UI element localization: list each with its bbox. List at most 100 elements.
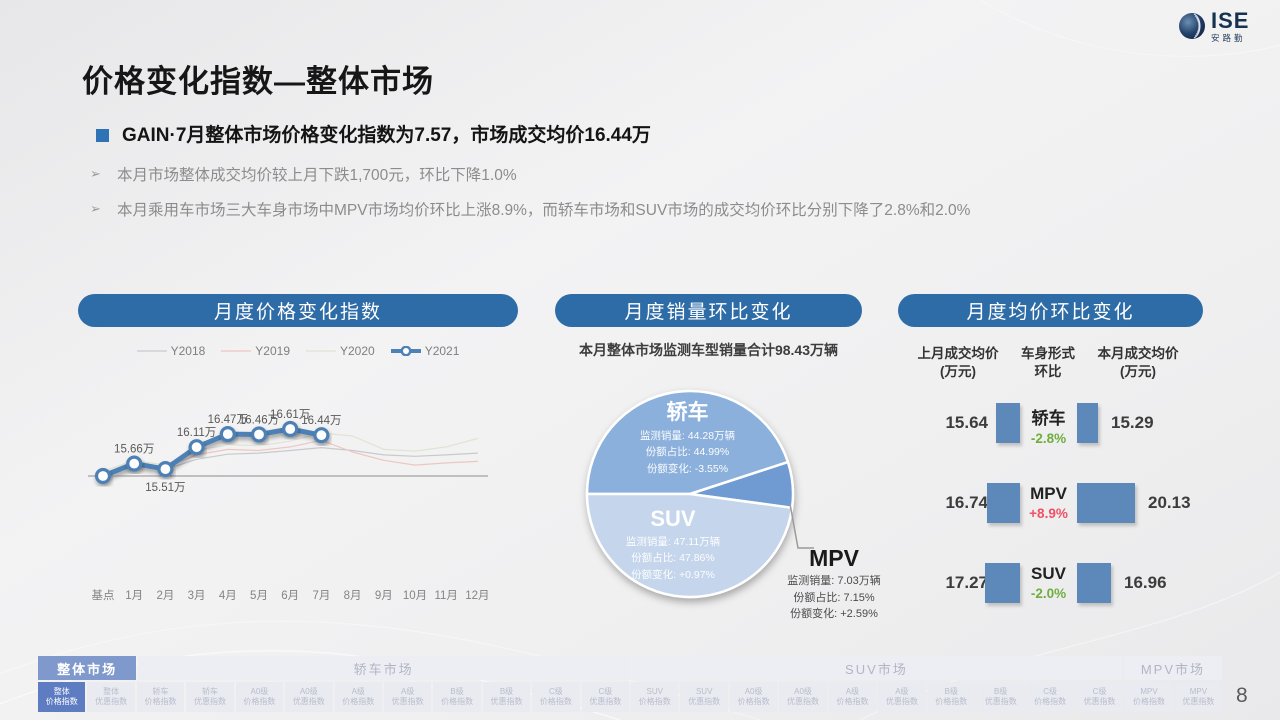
column-header-cur-price: 本月成交均价 (万元) bbox=[1097, 346, 1179, 380]
arrow-bullet-icon: ➢ bbox=[90, 201, 101, 216]
logo-brand: ISE bbox=[1211, 8, 1250, 33]
subtab-line2: 优惠指数 bbox=[1083, 697, 1116, 706]
subtab-line1: A级 bbox=[895, 687, 909, 696]
subtab-line2: 优惠指数 bbox=[292, 697, 325, 706]
mpv-leader-line bbox=[789, 503, 814, 549]
x-tick-label: 6月 bbox=[281, 590, 299, 602]
change-percent: -2.8% bbox=[1030, 431, 1067, 446]
x-tick-label: 3月 bbox=[188, 590, 206, 602]
subtab-line1: B级 bbox=[450, 687, 464, 696]
subtab-line1: A级 bbox=[400, 687, 415, 696]
subtab-A级-价格指数[interactable]: A级 价格指数 bbox=[828, 682, 877, 712]
subtab-line2: 价格指数 bbox=[441, 697, 474, 706]
cur-price-bar bbox=[1077, 403, 1098, 443]
market-tab-SUV市场[interactable]: SUV市场 bbox=[631, 656, 1122, 680]
globe-icon bbox=[1176, 10, 1208, 42]
subtab-整体-优惠指数[interactable]: 整体 优惠指数 bbox=[87, 682, 135, 712]
subtab-line1: B级 bbox=[499, 687, 514, 696]
prev-price-bar bbox=[996, 403, 1020, 443]
subtab-line1: A0级 bbox=[250, 687, 269, 696]
subtab-line2: 优惠指数 bbox=[1182, 697, 1215, 706]
subtab-line2: 价格指数 bbox=[836, 697, 869, 706]
prev-price-bar bbox=[987, 483, 1020, 523]
subtab-C级-优惠指数[interactable]: C级 优惠指数 bbox=[1075, 682, 1124, 712]
subtab-line2: 优惠指数 bbox=[787, 697, 820, 706]
market-tabs: 整体市场 轿车市场 SUV市场 MPV市场 bbox=[38, 656, 1222, 680]
subtab-A0级-价格指数[interactable]: A0级 价格指数 bbox=[729, 682, 778, 712]
body-type-name: SUV bbox=[1031, 564, 1066, 583]
body-type-name: MPV bbox=[1030, 484, 1067, 503]
subtab-line2: 优惠指数 bbox=[688, 697, 721, 706]
subtab-轿车-价格指数[interactable]: 轿车 价格指数 bbox=[136, 682, 185, 712]
subtab-A0级-优惠指数[interactable]: A0级 优惠指数 bbox=[779, 682, 827, 712]
subtab-line1: 轿车 bbox=[201, 687, 218, 696]
subtab-C级-价格指数[interactable]: C级 价格指数 bbox=[532, 682, 580, 712]
subtab-line2: 价格指数 bbox=[1132, 697, 1165, 706]
subtab-B级-价格指数[interactable]: B级 价格指数 bbox=[433, 682, 481, 712]
x-tick-label: 7月 bbox=[312, 590, 330, 602]
subtab-line2: 价格指数 bbox=[638, 697, 671, 706]
sub-bullet-1: 本月市场整体成交均价较上月下跌1,700元，环比下降1.0% bbox=[117, 167, 517, 184]
subtab-A级-优惠指数[interactable]: A级 优惠指数 bbox=[383, 682, 432, 712]
subtab-line1: C级 bbox=[1043, 687, 1058, 696]
subtab-C级-优惠指数[interactable]: C级 优惠指数 bbox=[581, 682, 630, 712]
change-percent: -2.0% bbox=[1030, 586, 1067, 601]
subtab-line1: C级 bbox=[598, 687, 613, 696]
subtab-A0级-优惠指数[interactable]: A0级 优惠指数 bbox=[285, 682, 333, 712]
subtab-轿车-优惠指数[interactable]: 轿车 优惠指数 bbox=[186, 682, 234, 712]
data-label: 16.46万 bbox=[239, 415, 279, 427]
prev-price-value: 15.64 bbox=[945, 413, 988, 432]
x-tick-label: 2月 bbox=[156, 590, 174, 602]
legend-item-Y2021: Y2021 bbox=[390, 344, 459, 358]
subtab-line1: B级 bbox=[994, 687, 1008, 696]
subtab-C级-价格指数[interactable]: C级 价格指数 bbox=[1026, 682, 1074, 712]
legend-item-Y2020: Y2020 bbox=[306, 344, 375, 358]
subtab-A0级-价格指数[interactable]: A0级 价格指数 bbox=[235, 682, 284, 712]
subtab-A级-价格指数[interactable]: A级 价格指数 bbox=[334, 682, 382, 712]
x-tick-label: 8月 bbox=[344, 590, 362, 602]
subtab-line2: 价格指数 bbox=[935, 697, 968, 706]
index-subtabs: 整体 价格指数 整体 优惠指数 轿车 价格指数 轿车 优惠指数 A0级 价格指数 A0级 优惠指数 A级… bbox=[38, 682, 1223, 712]
subtab-line1: A0级 bbox=[794, 687, 812, 696]
subtab-line1: SUV bbox=[695, 687, 713, 696]
subtab-line1: C级 bbox=[549, 687, 563, 696]
subtab-A级-优惠指数[interactable]: A级 优惠指数 bbox=[878, 682, 926, 712]
pie-label-sedan: 轿车 监测销量: 44.28万辆 份额占比: 44.99% 份额变化: -3.5… bbox=[595, 396, 780, 477]
company-logo: ISE 安路勤 bbox=[1176, 10, 1249, 43]
subtab-line2: 优惠指数 bbox=[589, 697, 622, 706]
key-statement: GAIN·7月整体市场价格变化指数为7.57，市场成交均价16.44万 bbox=[122, 125, 651, 146]
x-tick-label: 5月 bbox=[250, 590, 268, 602]
logo-subtitle: 安路勤 bbox=[1211, 33, 1246, 43]
market-tab-MPV市场[interactable]: MPV市场 bbox=[1123, 656, 1222, 680]
subtab-line1: A0级 bbox=[744, 687, 763, 696]
subtab-SUV-优惠指数[interactable]: SUV 优惠指数 bbox=[680, 682, 728, 712]
chart-legend: Y2018 Y2019 Y2020 Y2021 bbox=[78, 344, 518, 358]
subtab-B级-优惠指数[interactable]: B级 优惠指数 bbox=[977, 682, 1025, 712]
subtab-line1: C级 bbox=[1092, 687, 1107, 696]
subtab-MPV-价格指数[interactable]: MPV 价格指数 bbox=[1125, 682, 1173, 712]
subtab-line2: 优惠指数 bbox=[490, 697, 523, 706]
market-tab-整体市场[interactable]: 整体市场 bbox=[38, 656, 137, 680]
subtab-line2: 价格指数 bbox=[144, 697, 177, 706]
sub-bullet-2: 本月乘用车市场三大车身市场中MPV市场均价环比上涨8.9%，而轿车市场和SUV市… bbox=[117, 202, 971, 219]
cur-price-value: 16.96 bbox=[1124, 573, 1167, 592]
legend-swatch-Y2018 bbox=[136, 350, 167, 352]
data-point bbox=[188, 439, 205, 456]
subtab-line2: 优惠指数 bbox=[391, 697, 424, 706]
market-tab-轿车市场[interactable]: 轿车市场 bbox=[138, 656, 629, 680]
subtab-MPV-优惠指数[interactable]: MPV 优惠指数 bbox=[1174, 682, 1223, 712]
subtab-B级-优惠指数[interactable]: B级 优惠指数 bbox=[482, 682, 531, 712]
subtab-B级-价格指数[interactable]: B级 价格指数 bbox=[927, 682, 976, 712]
data-label: 15.51万 bbox=[145, 482, 185, 494]
data-label: 15.66万 bbox=[114, 444, 154, 456]
data-point bbox=[219, 425, 236, 443]
subtab-整体-价格指数[interactable]: 整体 价格指数 bbox=[38, 682, 86, 712]
x-tick-label: 10月 bbox=[403, 590, 427, 602]
subtab-SUV-价格指数[interactable]: SUV 价格指数 bbox=[631, 682, 679, 712]
subtab-line2: 价格指数 bbox=[45, 697, 78, 706]
subtab-line2: 价格指数 bbox=[1034, 697, 1067, 706]
subtab-line2: 优惠指数 bbox=[193, 697, 226, 706]
body-type-label: 轿车 -2.8% bbox=[1021, 404, 1076, 446]
slice-name: MPV bbox=[809, 545, 859, 571]
bullet-square-icon bbox=[96, 129, 109, 142]
